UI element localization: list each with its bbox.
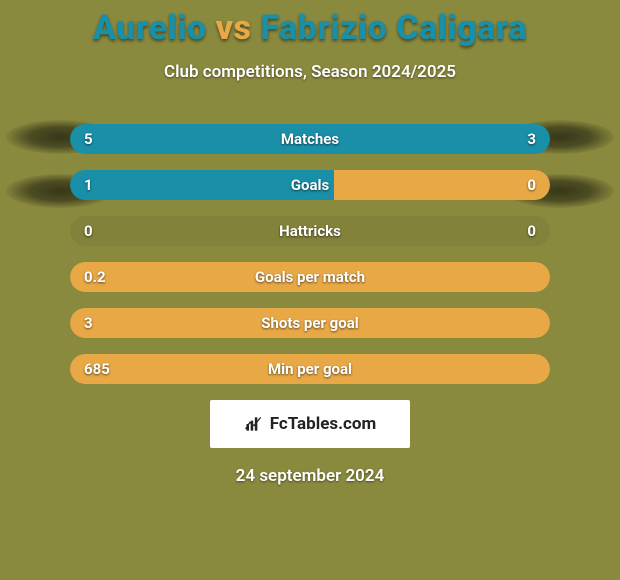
stat-label: Goals per match xyxy=(70,262,550,292)
player1-name: Aurelio xyxy=(93,8,207,48)
chart-icon xyxy=(244,414,264,434)
subtitle: Club competitions, Season 2024/2025 xyxy=(0,62,620,82)
footer-logo: FcTables.com xyxy=(210,400,410,448)
stat-label: Matches xyxy=(70,124,550,154)
player2-name: Fabrizio Caligara xyxy=(260,8,527,48)
stat-row: 3Shots per goal xyxy=(70,308,550,338)
stat-label: Shots per goal xyxy=(70,308,550,338)
stat-label: Goals xyxy=(70,170,550,200)
stat-row: 53Matches xyxy=(70,124,550,154)
stat-label: Hattricks xyxy=(70,216,550,246)
stat-label: Min per goal xyxy=(70,354,550,384)
stat-row: 10Goals xyxy=(70,170,550,200)
stat-row: 00Hattricks xyxy=(70,216,550,246)
stat-row: 0.2Goals per match xyxy=(70,262,550,292)
footer-logo-text: FcTables.com xyxy=(270,414,376,434)
stat-row: 685Min per goal xyxy=(70,354,550,384)
vs-separator: vs xyxy=(216,8,252,48)
stats-rows: 53Matches 10Goals 00Hattricks 0.2Goals per … xyxy=(70,124,550,384)
footer-date: 24 september 2024 xyxy=(0,466,620,486)
comparison-title: Aurelio vs Fabrizio Caligara xyxy=(0,0,620,48)
